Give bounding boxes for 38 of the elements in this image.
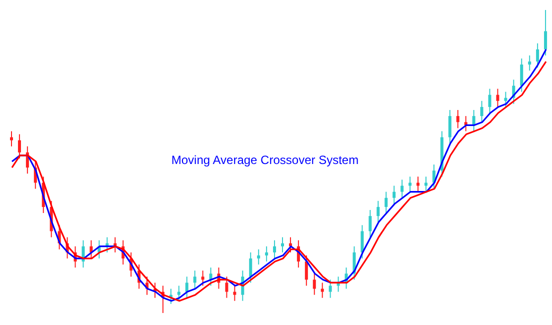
candlestick [488, 88, 492, 114]
candlestick [520, 58, 524, 92]
candlestick [328, 279, 332, 298]
candlestick [312, 273, 316, 296]
candlestick [392, 185, 396, 204]
candlestick [273, 240, 276, 259]
candlestick [281, 236, 284, 253]
candlestick [18, 134, 21, 159]
candlestick [257, 248, 260, 266]
candlestick [456, 109, 460, 129]
candlestick [249, 252, 252, 284]
candlestick [424, 176, 428, 192]
candlestick [408, 176, 412, 192]
candlestick [480, 100, 484, 123]
candlestick [504, 91, 508, 108]
candlestick [360, 224, 364, 259]
candlestick [265, 246, 268, 262]
candlestick [448, 109, 452, 144]
candlestick [544, 10, 548, 56]
candlestick [233, 285, 236, 302]
candlestick [10, 130, 13, 147]
candlestick [472, 109, 476, 132]
candlestick [225, 276, 228, 298]
candlestick [400, 179, 404, 198]
candlestick [376, 200, 380, 223]
text: Moving Average Crossover System [170, 153, 360, 167]
candlestick [193, 270, 196, 290]
candlestick [201, 270, 204, 286]
candlestick [177, 285, 180, 302]
candlestick [304, 254, 308, 286]
candlestick [368, 209, 372, 238]
candlestick [496, 88, 500, 108]
candlestick [384, 191, 388, 214]
candlestick [536, 42, 540, 68]
candlestick [185, 276, 188, 298]
candlestick [416, 176, 420, 192]
candlestick [320, 282, 324, 298]
candlestick [528, 54, 532, 72]
